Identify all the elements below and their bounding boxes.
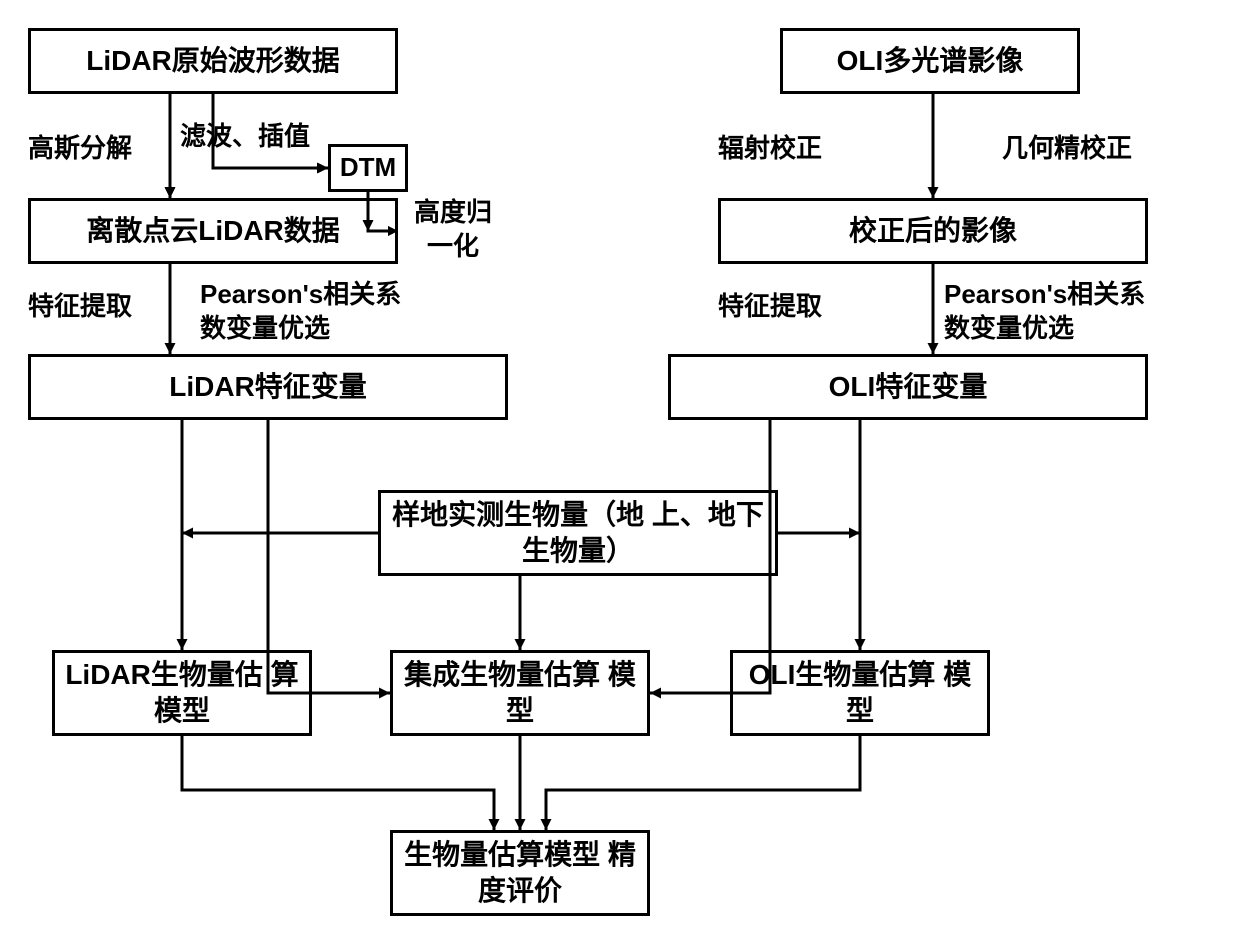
node-lidar-raw: LiDAR原始波形数据 [28,28,398,94]
node-oli-corrected: 校正后的影像 [718,198,1148,264]
node-biomass-sample: 样地实测生物量（地 上、地下生物量） [378,490,778,576]
label-feat-extract-r: 特征提取 [718,290,822,324]
label-geometric: 几何精校正 [1002,132,1132,166]
node-lidar-cloud: 离散点云LiDAR数据 [28,198,398,264]
node-oli-model: OLI生物量估算 模型 [730,650,990,736]
label-height-norm: 高度归 一化 [414,196,492,264]
label-pearson-l: Pearson's相关系 数变量优选 [200,278,401,346]
node-oli-feat: OLI特征变量 [668,354,1148,420]
label-radiometric: 辐射校正 [718,132,822,166]
node-lidar-model: LiDAR生物量估 算模型 [52,650,312,736]
node-evaluation: 生物量估算模型 精度评价 [390,830,650,916]
label-feat-extract-l: 特征提取 [28,290,132,324]
label-pearson-r: Pearson's相关系 数变量优选 [944,278,1145,346]
node-dtm: DTM [328,144,408,192]
node-lidar-feat: LiDAR特征变量 [28,354,508,420]
label-filter: 滤波、插值 [180,120,310,154]
label-gauss: 高斯分解 [28,132,132,166]
node-integrated-model: 集成生物量估算 模型 [390,650,650,736]
node-oli-raw: OLI多光谱影像 [780,28,1080,94]
